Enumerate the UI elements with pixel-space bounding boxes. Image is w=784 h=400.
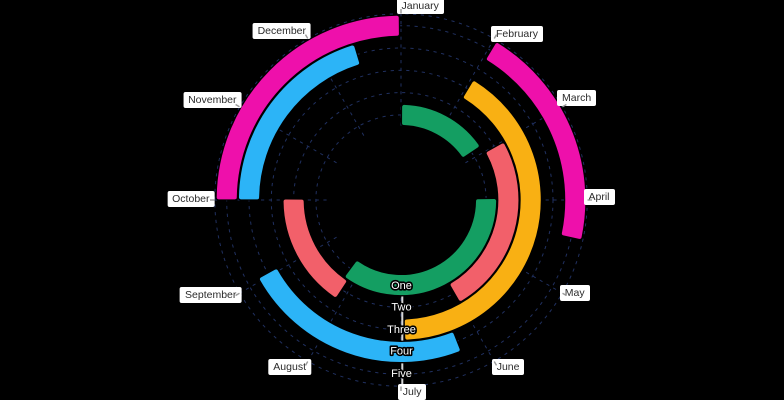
svg-text:Three: Three: [387, 324, 416, 336]
svg-text:Two: Two: [391, 301, 411, 313]
svg-text:Four: Four: [390, 346, 413, 358]
svg-text:One: One: [391, 280, 412, 292]
svg-text:Five: Five: [391, 368, 412, 380]
